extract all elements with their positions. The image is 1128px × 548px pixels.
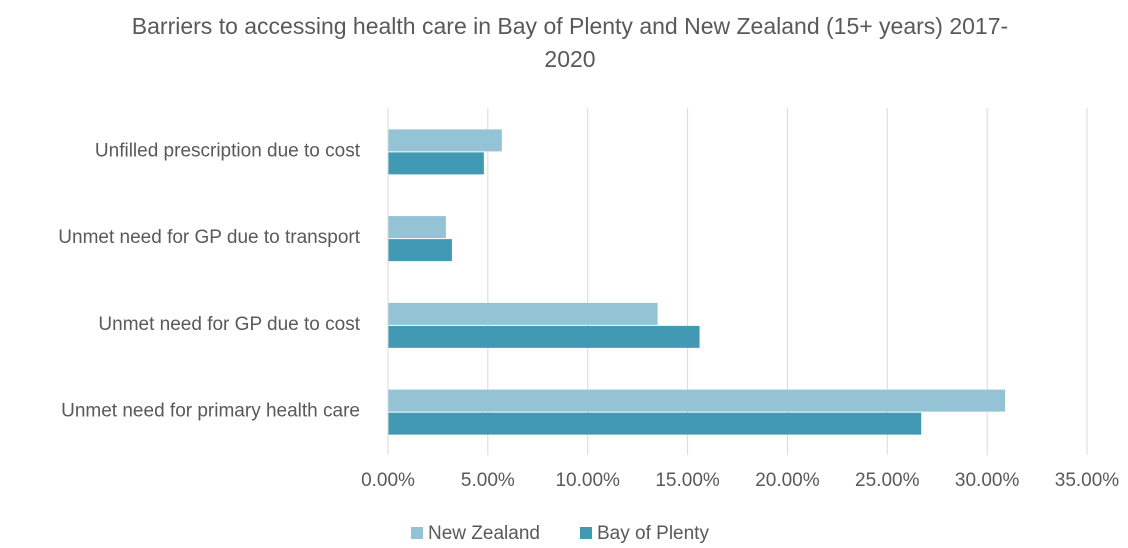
- x-tick-label: 0.00%: [361, 470, 415, 491]
- x-tick-label: 15.00%: [655, 470, 720, 491]
- x-tick-label: 25.00%: [855, 470, 920, 491]
- legend-swatch: [411, 527, 423, 539]
- bar: [388, 239, 452, 262]
- bar: [388, 302, 658, 325]
- x-tick-label: 35.00%: [1055, 470, 1120, 491]
- legend-label: Bay of Plenty: [597, 523, 709, 544]
- bar: [388, 129, 502, 152]
- x-tick-label: 30.00%: [955, 470, 1020, 491]
- y-tick-label: Unfilled prescription due to cost: [95, 140, 361, 161]
- y-tick-label: Unmet need for GP due to cost: [98, 314, 360, 335]
- legend-swatch: [580, 527, 592, 539]
- bar: [388, 216, 446, 239]
- x-tick-label: 20.00%: [755, 470, 820, 491]
- bar: [388, 389, 1006, 412]
- y-tick-label: Unmet need for primary health care: [61, 401, 360, 422]
- legend-label: New Zealand: [428, 523, 540, 544]
- y-tick-label: Unmet need for GP due to transport: [58, 227, 360, 248]
- chart-title: Barriers to accessing health care in Bay…: [131, 13, 1009, 72]
- bar: [388, 152, 484, 175]
- bar: [388, 412, 922, 435]
- x-tick-label: 5.00%: [461, 470, 515, 491]
- bar: [388, 325, 700, 348]
- x-tick-label: 10.00%: [555, 470, 620, 491]
